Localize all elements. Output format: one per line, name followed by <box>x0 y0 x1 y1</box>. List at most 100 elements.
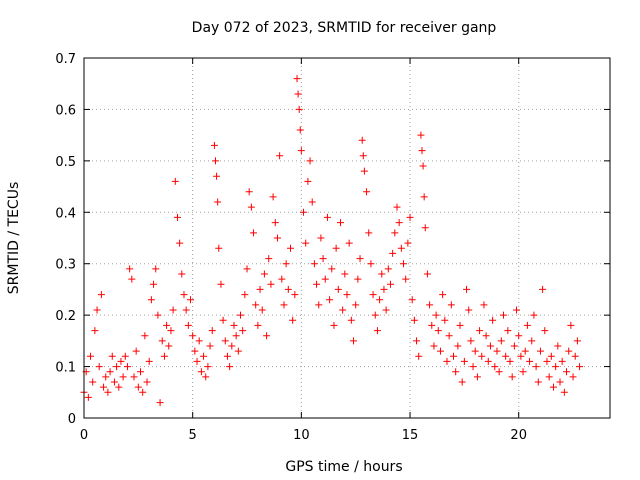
data-point <box>260 270 268 278</box>
data-point <box>213 172 221 180</box>
data-point <box>556 378 564 386</box>
data-point <box>214 198 222 206</box>
data-point <box>269 193 277 201</box>
data-point <box>221 337 229 345</box>
data-point <box>354 275 362 283</box>
data-point <box>423 270 431 278</box>
x-tick-labels: 0 5 10 15 20 <box>80 428 527 443</box>
data-point <box>497 337 505 345</box>
data-point <box>294 90 302 98</box>
y-tick-label: 0.1 <box>55 361 76 376</box>
data-point <box>365 229 373 237</box>
data-point <box>565 347 573 355</box>
y-tick-label: 0.4 <box>55 206 76 221</box>
data-point <box>137 368 145 376</box>
y-tick-label: 0.2 <box>55 309 76 324</box>
x-tick-label: 0 <box>80 428 88 443</box>
data-point <box>291 291 299 299</box>
data-point <box>408 296 416 304</box>
data-point <box>319 255 327 263</box>
data-point <box>282 260 290 268</box>
data-point <box>323 213 331 221</box>
grid-lines <box>84 58 610 418</box>
data-point <box>519 368 527 376</box>
data-point <box>278 275 286 283</box>
data-point <box>139 388 147 396</box>
data-point <box>267 280 275 288</box>
data-point <box>202 373 210 381</box>
data-point <box>371 311 379 319</box>
data-point <box>445 332 453 340</box>
data-point <box>263 332 271 340</box>
data-point <box>530 311 538 319</box>
data-point <box>210 141 218 149</box>
data-point <box>421 224 429 232</box>
data-point <box>280 301 288 309</box>
data-point <box>200 352 208 360</box>
data-point <box>182 306 190 314</box>
data-point <box>187 296 195 304</box>
y-tick-labels: 0 0.1 0.2 0.3 0.4 0.5 0.6 0.7 <box>55 52 76 427</box>
data-point <box>384 265 392 273</box>
data-point <box>486 342 494 350</box>
data-point <box>380 285 388 293</box>
data-point <box>430 342 438 350</box>
data-point <box>108 352 116 360</box>
data-point <box>296 126 304 134</box>
data-point <box>167 327 175 335</box>
data-point <box>171 177 179 185</box>
y-tick-label: 0 <box>68 412 76 427</box>
data-point <box>439 291 447 299</box>
data-point <box>289 316 297 324</box>
data-point <box>271 219 279 227</box>
data-point <box>493 347 501 355</box>
data-point <box>128 275 136 283</box>
data-point <box>415 352 423 360</box>
data-point <box>234 347 242 355</box>
data-point <box>495 368 503 376</box>
data-point <box>458 378 466 386</box>
data-point <box>250 229 258 237</box>
data-point <box>360 167 368 175</box>
data-point <box>391 229 399 237</box>
data-point <box>119 373 127 381</box>
data-point <box>536 347 544 355</box>
data-point <box>180 291 188 299</box>
data-point <box>297 147 305 155</box>
data-point <box>404 239 412 247</box>
data-point <box>549 383 557 391</box>
data-point <box>252 301 260 309</box>
data-point <box>554 342 562 350</box>
data-point <box>328 265 336 273</box>
data-point <box>313 280 321 288</box>
data-point <box>163 321 171 329</box>
data-point <box>176 239 184 247</box>
data-point <box>141 332 149 340</box>
data-point <box>336 219 344 227</box>
data-point <box>552 363 560 371</box>
data-point <box>386 280 394 288</box>
x-tick-label: 10 <box>293 428 310 443</box>
data-point <box>343 291 351 299</box>
data-point <box>115 383 123 391</box>
data-point <box>310 260 318 268</box>
data-point <box>84 393 92 401</box>
axis-ticks <box>83 57 610 419</box>
data-point <box>434 327 442 335</box>
data-point <box>106 368 114 376</box>
data-point <box>178 270 186 278</box>
data-point <box>545 373 553 381</box>
data-point <box>450 352 458 360</box>
data-point <box>515 332 523 340</box>
data-point <box>467 337 475 345</box>
data-point <box>521 347 529 355</box>
data-point <box>456 321 464 329</box>
data-point <box>569 373 577 381</box>
data-point <box>560 388 568 396</box>
data-point <box>543 357 551 365</box>
data-point <box>87 352 95 360</box>
data-point <box>523 321 531 329</box>
data-point <box>206 342 214 350</box>
data-point <box>571 352 579 360</box>
data-point <box>286 244 294 252</box>
